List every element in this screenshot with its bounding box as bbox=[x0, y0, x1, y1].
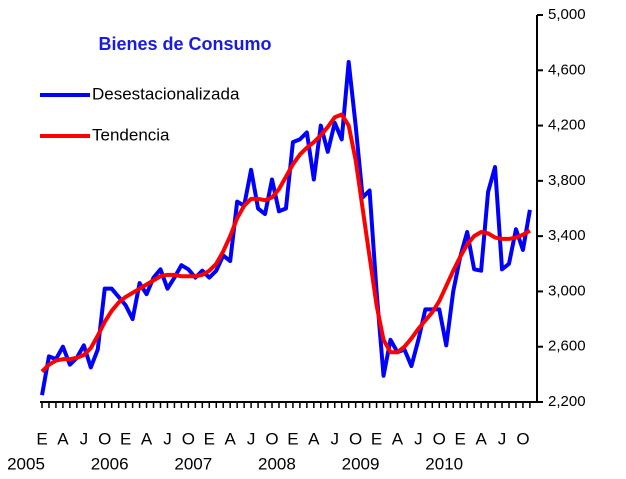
y-tick-label: 2,600 bbox=[548, 338, 586, 355]
year-label: 2006 bbox=[91, 454, 129, 473]
x-tick-label: J bbox=[498, 429, 507, 448]
year-label: 2005 bbox=[7, 454, 45, 473]
x-tick-label: A bbox=[57, 429, 69, 448]
series-line bbox=[40, 112, 531, 374]
y-tick-label: 3,800 bbox=[548, 172, 586, 189]
x-tick-label: O bbox=[182, 429, 195, 448]
year-label: 2008 bbox=[258, 454, 296, 473]
x-tick-label: J bbox=[80, 429, 89, 448]
x-tick-label: J bbox=[330, 429, 339, 448]
x-tick-label: O bbox=[349, 429, 362, 448]
x-tick-label: E bbox=[36, 429, 47, 448]
y-tick-label: 4,600 bbox=[548, 61, 586, 78]
x-tick-label: E bbox=[455, 429, 466, 448]
x-tick-label: A bbox=[308, 429, 320, 448]
x-tick-label: O bbox=[433, 429, 446, 448]
year-label: 2009 bbox=[342, 454, 380, 473]
x-tick-label: O bbox=[265, 429, 278, 448]
legend-label: Tendencia bbox=[92, 125, 170, 144]
x-tick-label: A bbox=[225, 429, 237, 448]
x-tick-label: A bbox=[392, 429, 404, 448]
x-tick-label: E bbox=[120, 429, 131, 448]
series-line bbox=[40, 59, 532, 396]
year-label: 2007 bbox=[174, 454, 212, 473]
x-tick-label: O bbox=[516, 429, 529, 448]
x-tick-label: J bbox=[163, 429, 172, 448]
x-tick-label: J bbox=[247, 429, 256, 448]
x-tick-label: E bbox=[204, 429, 215, 448]
y-tick-label: 2,200 bbox=[548, 393, 586, 410]
legend-label: Desestacionalizada bbox=[92, 84, 240, 103]
chart-title: Bienes de Consumo bbox=[98, 34, 271, 54]
x-tick-label: A bbox=[475, 429, 487, 448]
x-tick-label: O bbox=[98, 429, 111, 448]
x-tick-label: E bbox=[371, 429, 382, 448]
x-tick-label: A bbox=[141, 429, 153, 448]
y-tick-label: 5,000 bbox=[548, 6, 586, 23]
y-tick-label: 3,400 bbox=[548, 227, 586, 244]
x-tick-label: E bbox=[287, 429, 298, 448]
y-tick-label: 3,000 bbox=[548, 282, 586, 299]
y-tick-label: 4,200 bbox=[548, 117, 586, 134]
year-label: 2010 bbox=[425, 454, 463, 473]
x-tick-label: J bbox=[414, 429, 423, 448]
